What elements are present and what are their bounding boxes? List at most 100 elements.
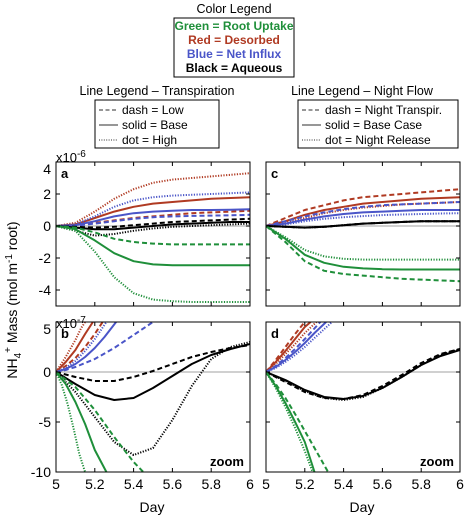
c-series-line-0 bbox=[266, 188, 460, 227]
c-series-line-10 bbox=[266, 225, 460, 271]
line-legend-right-dash-label: dash = Night Transpir. bbox=[325, 103, 442, 117]
d-series-line-9 bbox=[266, 371, 329, 472]
c-series-line-4 bbox=[266, 209, 460, 227]
color-legend-entry-blue: Blue = Net Influx bbox=[187, 47, 282, 61]
d-series-line-2 bbox=[266, 322, 318, 373]
a-ytick-label: -4 bbox=[39, 282, 52, 298]
d-panel-letter: d bbox=[271, 326, 279, 341]
y-axis-label-end: root) bbox=[4, 221, 20, 254]
a-series-line-11 bbox=[56, 225, 250, 303]
d-frame bbox=[265, 321, 461, 473]
x-axis-label-right: Day bbox=[350, 499, 375, 515]
y-axis-label-sub: 4 bbox=[13, 352, 24, 358]
a-series-group bbox=[56, 172, 250, 303]
b-xtick-label: 5 bbox=[52, 476, 60, 492]
a-series-line-5 bbox=[56, 213, 250, 227]
panel-b-scale-base: x10 bbox=[56, 316, 77, 331]
a-series-line-7 bbox=[56, 221, 250, 231]
c-series-line-5 bbox=[266, 212, 460, 227]
b-xtick-label: 6 bbox=[246, 476, 254, 492]
b-ytick-label: 0 bbox=[43, 364, 51, 380]
b-xtick-label: 5.6 bbox=[163, 476, 183, 492]
a-series-line-10 bbox=[56, 225, 250, 267]
x-axis-label-left: Day bbox=[140, 499, 165, 515]
y-axis-label-exp: -1 bbox=[4, 254, 15, 263]
a-series-line-3 bbox=[56, 191, 250, 227]
b-series-line-11 bbox=[56, 371, 87, 472]
color-legend-entry-black: Black = Aqueous bbox=[186, 61, 283, 75]
a-series-line-6 bbox=[56, 222, 250, 237]
a-series-line-4 bbox=[56, 208, 250, 227]
color-legend: Color Legend Green = Root Uptake Red = D… bbox=[173, 2, 295, 78]
d-series-line-1 bbox=[266, 322, 312, 373]
d-series-line-7 bbox=[266, 349, 460, 400]
line-legend-left-box bbox=[94, 99, 220, 149]
line-legend-right-title: Line Legend – Night Flow bbox=[291, 84, 434, 98]
b-series-line-10 bbox=[56, 371, 108, 472]
line-legend-left-dash-label: dash = Low bbox=[122, 103, 184, 117]
d-xtick-label: 6 bbox=[456, 476, 464, 492]
panel-a: -4 -2 0 2 4 a bbox=[39, 161, 251, 307]
b-xtick-label: 5.4 bbox=[124, 476, 144, 492]
b-zoom-annotation: zoom bbox=[210, 454, 244, 469]
a-ytick-label: -2 bbox=[39, 250, 52, 266]
b-frame bbox=[55, 321, 251, 473]
y-axis-label-main: Mass (mol m bbox=[4, 263, 20, 347]
c-series-line-9 bbox=[266, 225, 460, 261]
b-panel-letter: b bbox=[61, 326, 69, 341]
line-legend-right-dot-label: dot = Night Release bbox=[325, 133, 431, 147]
d-series-group bbox=[266, 322, 460, 472]
b-series-line-7 bbox=[56, 343, 250, 401]
panel-a-scale-base: x10 bbox=[56, 150, 77, 165]
d-xtick-label: 5.8 bbox=[411, 476, 431, 492]
panel-b: -10 -5 0 5 5 5.2 5.4 5.6 5.8 6 b zoom bbox=[31, 321, 254, 492]
d-series-line-6 bbox=[266, 348, 460, 400]
b-series-line-1 bbox=[56, 322, 94, 373]
b-series-line-2 bbox=[56, 322, 104, 373]
c-series-line-2 bbox=[266, 201, 460, 227]
panel-a-scale-exp: -6 bbox=[77, 149, 86, 160]
line-legend-left: Line Legend – Transpiration dash = Low s… bbox=[80, 84, 235, 149]
c-frame bbox=[265, 161, 461, 307]
panel-b-scale-exp: -7 bbox=[77, 315, 86, 326]
b-ytick-label: 5 bbox=[43, 321, 51, 337]
panel-d: 5 5.2 5.4 5.6 5.8 6 d zoom bbox=[262, 321, 464, 492]
c-series-line-1 bbox=[266, 196, 460, 227]
line-legend-left-dot-label: dot = High bbox=[122, 133, 177, 147]
panel-a-scale-factor: x10-6 bbox=[56, 149, 86, 165]
color-legend-entry-green: Green = Root Uptake bbox=[174, 19, 293, 33]
line-legend-left-solid-label: solid = Base bbox=[122, 118, 188, 132]
y-axis-label-prefix: NH bbox=[4, 358, 20, 378]
y-axis-label-sup: + bbox=[3, 347, 14, 353]
y-axis-label: NH4+ Mass (mol m-1 root) bbox=[3, 221, 24, 378]
b-series-line-6 bbox=[56, 344, 250, 382]
d-xtick-label: 5.6 bbox=[373, 476, 393, 492]
a-ytick-label: 4 bbox=[43, 161, 51, 177]
color-legend-box bbox=[173, 17, 295, 78]
c-series-line-3 bbox=[266, 201, 460, 227]
d-xtick-label: 5 bbox=[262, 476, 270, 492]
d-zoom-annotation: zoom bbox=[420, 454, 454, 469]
b-xtick-label: 5.2 bbox=[85, 476, 105, 492]
d-xtick-label: 5.4 bbox=[334, 476, 354, 492]
line-legend-right-solid-label: solid = Base Case bbox=[325, 118, 422, 132]
b-series-line-0 bbox=[56, 322, 86, 373]
a-ytick-label: 2 bbox=[43, 186, 51, 202]
c-series-group bbox=[266, 188, 460, 283]
d-series-line-11 bbox=[266, 371, 314, 472]
b-xtick-label: 5.8 bbox=[201, 476, 221, 492]
b-series-line-9 bbox=[56, 371, 145, 472]
b-ytick-label: -5 bbox=[39, 414, 52, 430]
a-frame bbox=[55, 161, 251, 307]
a-series-line-8 bbox=[56, 217, 250, 229]
c-panel-letter: c bbox=[271, 166, 278, 181]
color-legend-entry-red: Red = Desorbed bbox=[188, 33, 280, 47]
panel-b-scale-factor: x10-7 bbox=[56, 315, 86, 331]
b-series-group bbox=[56, 322, 250, 472]
c-series-line-11 bbox=[266, 225, 460, 283]
b-series-line-5 bbox=[56, 322, 154, 373]
b-ytick-label: -10 bbox=[31, 464, 51, 480]
panel-c: c bbox=[265, 161, 461, 307]
a-series-line-9 bbox=[56, 225, 250, 246]
line-legend-right-box bbox=[297, 99, 459, 149]
